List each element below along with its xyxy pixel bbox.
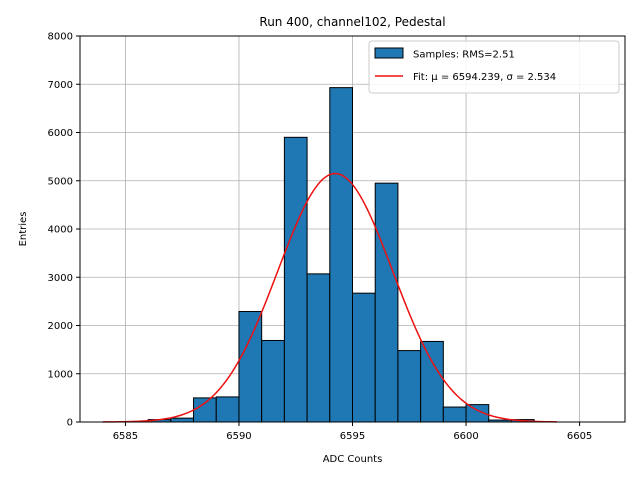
legend: Samples: RMS=2.51 Fit: μ = 6594.239, σ =… <box>368 40 620 94</box>
histogram-bar <box>329 87 353 423</box>
histogram-bars <box>147 87 535 423</box>
x-axis-label: ADC Counts <box>323 454 383 465</box>
x-tick-label: 6605 <box>567 431 592 442</box>
legend-samples-swatch <box>374 47 404 59</box>
histogram-bar <box>170 417 195 423</box>
histogram-bar <box>374 182 399 423</box>
histogram-bar <box>442 406 467 423</box>
y-tick-label: 3000 <box>48 273 73 284</box>
histogram-bar <box>420 340 444 423</box>
legend-fit-label: Fit: μ = 6594.239, σ = 2.534 <box>413 72 556 83</box>
y-tick-label: 1000 <box>48 369 73 380</box>
y-tick-label: 0 <box>67 418 73 429</box>
x-tick-label: 6590 <box>226 431 251 442</box>
x-axis: 6585 6590 6595 6600 6605 <box>113 422 592 442</box>
y-tick-label: 7000 <box>48 80 73 91</box>
y-tick-label: 8000 <box>48 32 73 43</box>
histogram-bar <box>397 350 422 423</box>
y-tick-label: 5000 <box>48 176 73 187</box>
x-tick-label: 6585 <box>113 431 138 442</box>
histogram-bar <box>352 292 376 423</box>
histogram-bar <box>238 311 263 423</box>
legend-box <box>368 40 620 94</box>
histogram-bar <box>261 339 285 423</box>
chart-title: Run 400, channel102, Pedestal <box>259 15 445 29</box>
histogram-bar <box>215 396 240 423</box>
y-tick-label: 2000 <box>48 321 73 332</box>
legend-samples-label: Samples: RMS=2.51 <box>413 50 515 61</box>
histogram-bar <box>306 273 331 423</box>
histogram-bar <box>193 397 217 423</box>
y-axis: 0 1000 2000 3000 4000 5000 6000 7000 8000 <box>48 32 80 429</box>
y-tick-label: 6000 <box>48 128 73 139</box>
x-tick-label: 6600 <box>453 431 478 442</box>
y-tick-label: 4000 <box>48 225 73 236</box>
x-tick-label: 6595 <box>340 431 365 442</box>
gaussian-fit-curve <box>102 172 557 423</box>
histogram-bar <box>283 136 308 423</box>
y-axis-label: Entries <box>18 212 29 247</box>
